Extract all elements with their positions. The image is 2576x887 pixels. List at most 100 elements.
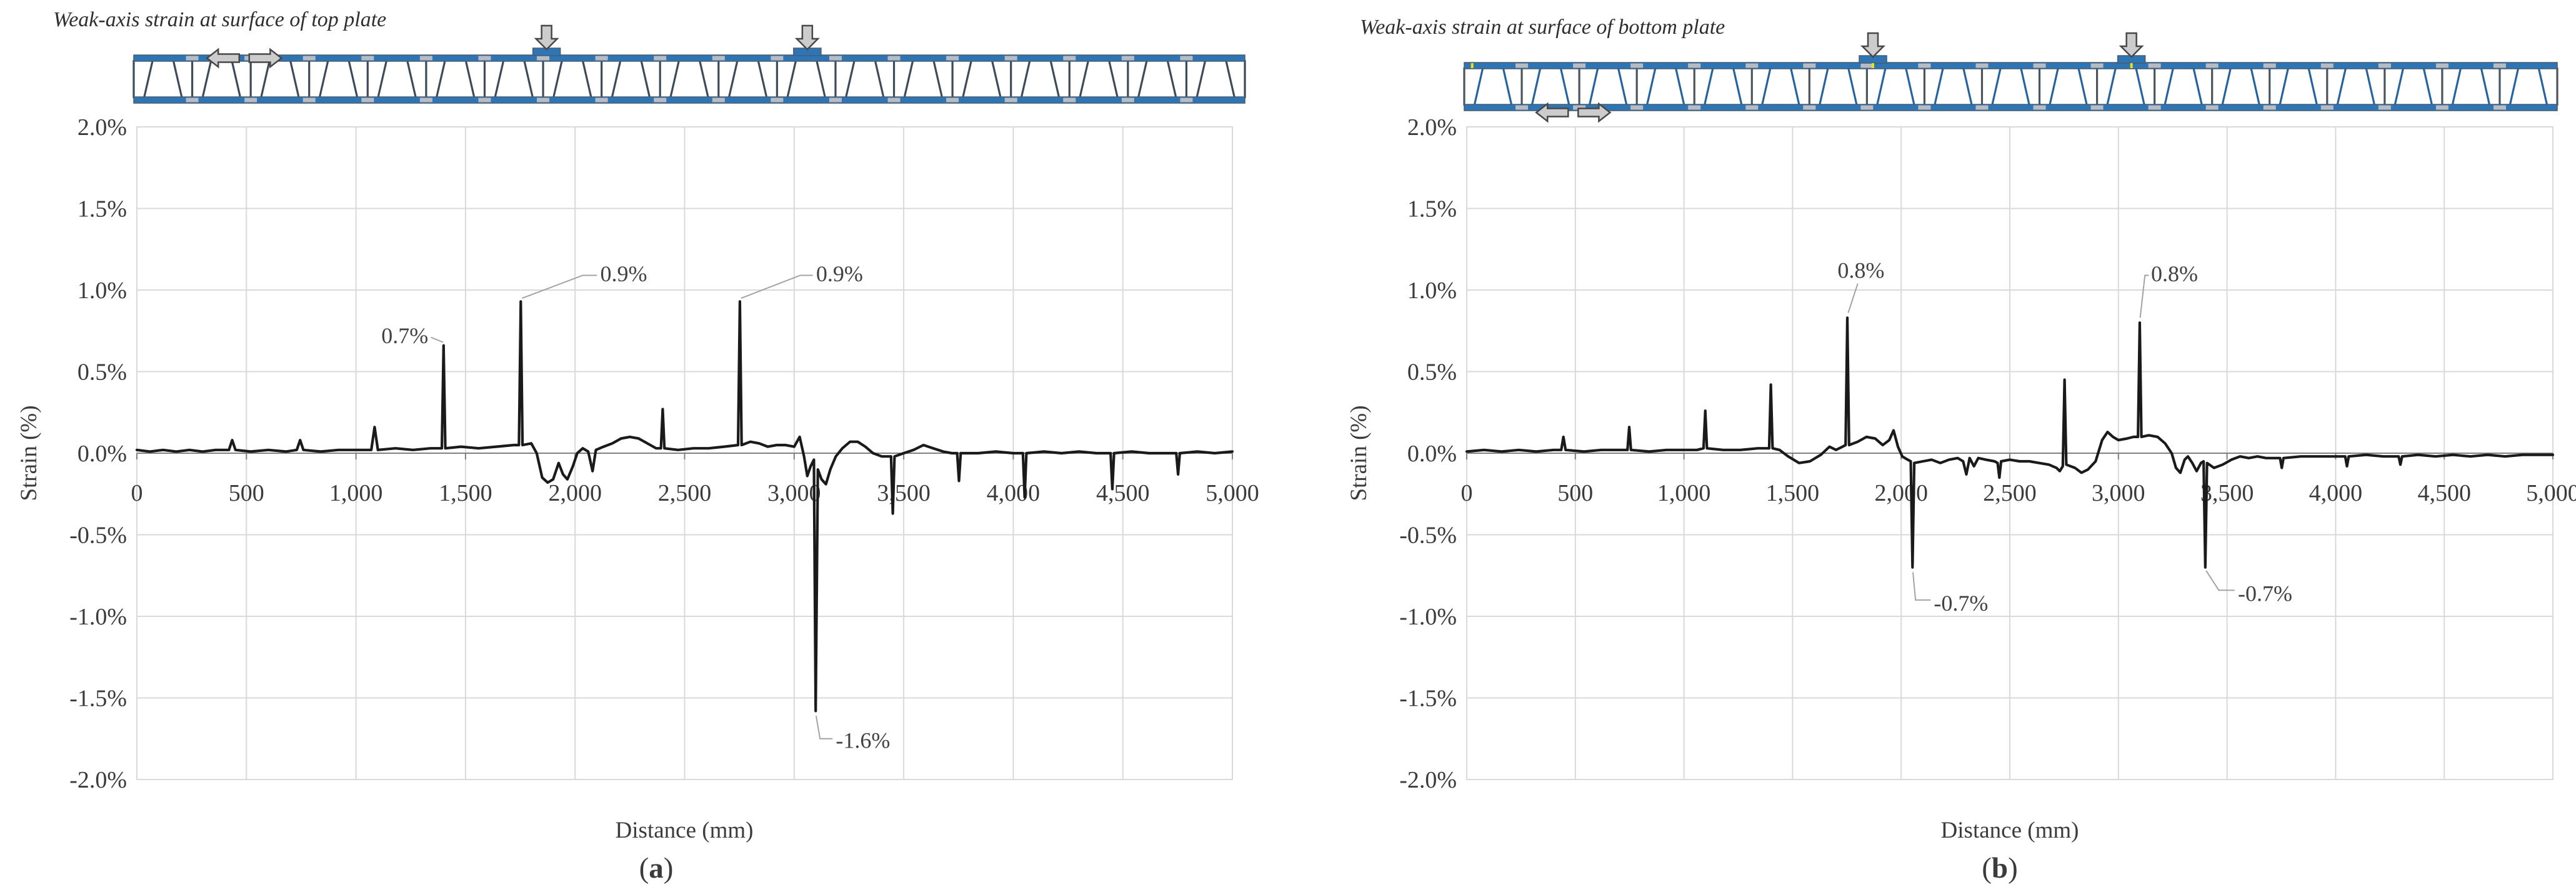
- panel-a-x-axis-title: Distance (mm): [616, 818, 754, 843]
- panel-a-caption: (a): [639, 852, 674, 884]
- plate-joint-tab: [2263, 105, 2276, 110]
- web-diagonal: [640, 61, 651, 98]
- plate-joint-tab: [1860, 63, 1874, 68]
- plate-joint-tab: [478, 98, 491, 103]
- y-tick-label: 2.0%: [77, 114, 127, 141]
- x-tick-label: 1,500: [439, 480, 492, 506]
- plate-joint-tab: [419, 98, 432, 103]
- x-tick-label: 1,500: [1766, 480, 1820, 506]
- plate-joint-tab: [1688, 105, 1701, 110]
- plate-joint-tab: [1630, 63, 1644, 68]
- plate-joint-tab: [1745, 63, 1759, 68]
- plate-joint-tab: [186, 56, 199, 61]
- plate-joint-tab: [946, 98, 959, 103]
- web-diagonal: [1531, 68, 1542, 105]
- panel-a-y-axis-title: Strain (%): [16, 405, 42, 501]
- annotation-label: 0.8%: [1837, 258, 1884, 283]
- x-tick-label: 2,000: [1874, 480, 1928, 506]
- x-tick-label: 4,000: [2309, 480, 2363, 506]
- plate-joint-tab: [1975, 63, 1989, 68]
- web-diagonal: [2164, 68, 2174, 105]
- plate-joint-tab: [1180, 98, 1193, 103]
- web-diagonal: [1962, 68, 1973, 105]
- y-tick-label: -1.5%: [1399, 686, 1457, 712]
- annotation-leader-line: [522, 274, 597, 299]
- web-diagonal: [2509, 68, 2519, 105]
- web-diagonal: [1225, 61, 1236, 98]
- web-diagonal: [1847, 68, 1858, 105]
- web-diagonal: [494, 61, 504, 98]
- web-diagonal: [1502, 68, 1513, 105]
- x-axis-ticks: [1466, 453, 2554, 459]
- y-tick-label: -1.5%: [69, 686, 127, 712]
- plate-joint-tab: [595, 98, 608, 103]
- down-arrow-icon: [2119, 32, 2144, 58]
- web-diagonal: [699, 61, 709, 98]
- strain-curve: [135, 300, 1234, 713]
- web-diagonal: [1905, 68, 1915, 105]
- plate-joint-tab: [1573, 63, 1586, 68]
- web-diagonal: [1589, 68, 1599, 105]
- web-diagonal: [260, 61, 271, 98]
- web-diagonal: [1819, 68, 1829, 105]
- web-diagonal: [757, 61, 768, 98]
- plate-joint-tab: [2320, 63, 2334, 68]
- x-tick-label: 5,000: [2526, 480, 2576, 506]
- plate-joint-tab: [419, 56, 432, 61]
- plate-joint-tab: [2493, 63, 2506, 68]
- plate-joint-tab: [2320, 105, 2334, 110]
- plate-joint-tab: [1745, 105, 1759, 110]
- y-tick-label: 0.0%: [77, 441, 127, 467]
- web-diagonal: [611, 61, 622, 98]
- plate-joint-tab: [654, 56, 667, 61]
- annotation-label: -0.7%: [1934, 591, 1988, 616]
- plate-joint-tab: [829, 56, 842, 61]
- web-diagonal: [786, 61, 797, 98]
- web-diagonal: [319, 61, 329, 98]
- web-lines: [132, 60, 1246, 98]
- bottom-plate: [1464, 104, 2558, 111]
- web-diagonal: [1876, 68, 1887, 105]
- plate-joint-tab: [712, 98, 725, 103]
- slip-arrow-right-icon: [248, 48, 283, 69]
- plate-joint-tab: [478, 56, 491, 61]
- plate-joint-tab: [887, 98, 901, 103]
- plate-joint-tab: [2493, 105, 2506, 110]
- web-diagonal: [552, 61, 563, 98]
- web-diagonal: [991, 61, 1002, 98]
- annotation-label: 0.8%: [2151, 261, 2198, 286]
- annotation-leader-line: [1912, 572, 1931, 601]
- web-diagonal: [1732, 68, 1743, 105]
- web-diagonal: [728, 61, 739, 98]
- annotation-leader-line: [1847, 283, 1859, 313]
- plate-joint-tab: [244, 98, 257, 103]
- y-tick-label: 0.0%: [1407, 441, 1457, 467]
- web-diagonal: [1991, 68, 2002, 105]
- web-diagonal: [436, 61, 446, 98]
- x-tick-label: 3,500: [2200, 480, 2254, 506]
- web-diagonal: [1166, 61, 1177, 98]
- gauge-mark: [2130, 63, 2133, 68]
- web-diagonal: [962, 61, 972, 98]
- panel-a: 2.0% 1.5% 1.0% 0.5% 0.0% -0.5% -1.0% -1.5% -2.0%…: [16, 8, 1259, 884]
- x-tick-label: 2,500: [1983, 480, 2037, 506]
- web-lines: [1463, 68, 2559, 106]
- plate-joint-tab: [1573, 105, 1586, 110]
- annotation-label: -0.7%: [2238, 581, 2292, 606]
- x-tick-label: 2,500: [658, 480, 712, 506]
- plate-joint-tab: [2378, 63, 2391, 68]
- web-diagonal: [1617, 68, 1628, 105]
- x-tick-label: 500: [1557, 480, 1593, 506]
- plate-joint-tabs: [186, 56, 1193, 103]
- web-diagonal: [464, 61, 476, 98]
- annotation-label: 0.7%: [381, 323, 428, 348]
- web-diagonal: [1675, 68, 1685, 105]
- plate-joint-tab: [1515, 105, 1529, 110]
- plate-joint-tab: [361, 56, 374, 61]
- web-diagonal: [1560, 68, 1570, 105]
- web-diagonal: [1761, 68, 1772, 105]
- plate-joint-tab: [1803, 105, 1816, 110]
- x-tick-label: 2,000: [548, 480, 602, 506]
- web-diagonal: [2336, 68, 2347, 105]
- plate-joint-tab: [2090, 63, 2104, 68]
